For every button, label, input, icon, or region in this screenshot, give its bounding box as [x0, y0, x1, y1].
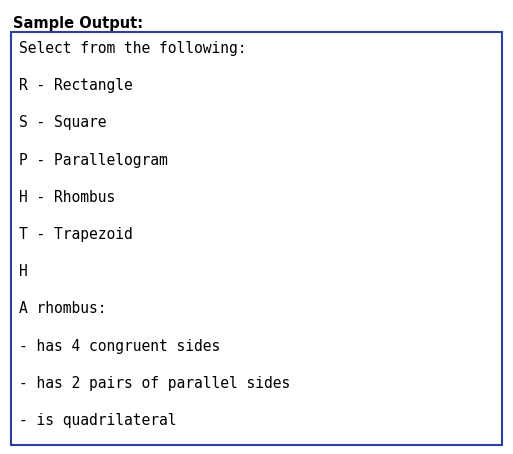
- Text: - is quadrilateral: - is quadrilateral: [19, 413, 177, 428]
- Text: - has 2 pairs of parallel sides: - has 2 pairs of parallel sides: [19, 376, 291, 391]
- Text: S - Square: S - Square: [19, 115, 107, 130]
- Text: R - Rectangle: R - Rectangle: [19, 78, 133, 93]
- Text: T - Trapezoid: T - Trapezoid: [19, 227, 133, 242]
- Text: Select from the following:: Select from the following:: [19, 41, 247, 56]
- Text: H: H: [19, 264, 28, 279]
- Text: A rhombus:: A rhombus:: [19, 301, 107, 316]
- Text: H - Rhombus: H - Rhombus: [19, 190, 116, 205]
- Text: Sample Output:: Sample Output:: [13, 16, 143, 31]
- Text: P - Parallelogram: P - Parallelogram: [19, 153, 168, 168]
- Text: - has 4 congruent sides: - has 4 congruent sides: [19, 339, 221, 354]
